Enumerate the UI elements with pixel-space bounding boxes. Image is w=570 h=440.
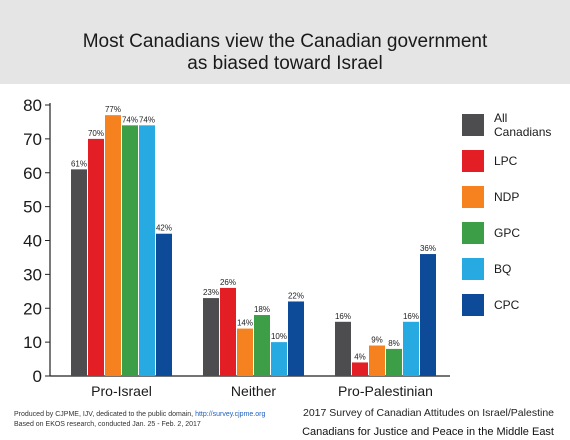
bar-data-label: 22% [288, 291, 304, 300]
title-band: Most Canadians view the Canadian governm… [0, 0, 570, 84]
legend-label: CPC [494, 298, 520, 312]
bar-data-label: 8% [388, 339, 400, 348]
legend-label: LPC [494, 154, 518, 168]
y-tick-label: 50 [23, 198, 42, 217]
bar [352, 362, 368, 376]
x-category-label: Pro-Israel [91, 383, 152, 399]
bar [386, 348, 402, 376]
bar [288, 301, 304, 376]
x-category-label: Neither [231, 383, 276, 399]
y-tick-label: 60 [23, 164, 42, 183]
y-tick-label: 40 [23, 232, 42, 251]
bar-data-label: 9% [371, 336, 383, 345]
footer-credits: Produced by CJPME, IJV, dedicated to the… [14, 410, 265, 430]
bar [88, 138, 104, 376]
bar-data-label: 4% [354, 352, 366, 361]
bar [420, 254, 436, 376]
chart-title-line2: as biased toward Israel [187, 53, 383, 74]
bar-data-label: 36% [420, 244, 436, 253]
legend-label: Canadians [494, 125, 551, 139]
bar [156, 233, 172, 376]
footer-credit-line2: Based on EKOS research, conducted Jan. 2… [14, 421, 201, 428]
bar [220, 287, 236, 376]
legend-swatch [462, 114, 484, 136]
bar [71, 169, 87, 376]
footer-credit-text: Produced by CJPME, IJV, dedicated to the… [14, 411, 196, 418]
y-tick-label: 30 [23, 265, 42, 284]
y-tick-label: 80 [23, 96, 42, 115]
bar-data-label: 18% [254, 305, 270, 314]
y-tick-label: 0 [33, 367, 42, 386]
y-tick-label: 20 [23, 299, 42, 318]
legend-swatch [462, 258, 484, 280]
legend-swatch [462, 186, 484, 208]
legend-swatch [462, 222, 484, 244]
legend-swatch [462, 294, 484, 316]
legend-swatch [462, 150, 484, 172]
bar-data-label: 14% [237, 319, 253, 328]
bar [369, 345, 385, 376]
bar-data-label: 61% [71, 159, 87, 168]
bar [139, 125, 155, 376]
bar [237, 328, 253, 376]
bar-data-label: 42% [156, 224, 172, 233]
survey-link[interactable]: http://survey.cjpme.org [195, 411, 266, 418]
legend-label: NDP [494, 190, 519, 204]
legend-label: GPC [494, 226, 520, 240]
y-tick-label: 10 [23, 333, 42, 352]
legend-label: BQ [494, 262, 511, 276]
legend-label: All [494, 111, 507, 125]
bar-data-label: 16% [335, 312, 351, 321]
organization-name: Canadians for Justice and Peace in the M… [302, 426, 554, 438]
bar [254, 315, 270, 376]
bar-data-label: 23% [203, 288, 219, 297]
bar [271, 342, 287, 376]
footer-credit-line1: Produced by CJPME, IJV, dedicated to the… [14, 410, 265, 420]
bar [203, 298, 219, 376]
bar [335, 321, 351, 376]
bar [122, 125, 138, 376]
bar-data-label: 74% [139, 115, 155, 124]
y-tick-label: 70 [23, 130, 42, 149]
bar-data-label: 70% [88, 129, 104, 138]
bar-data-label: 26% [220, 278, 236, 287]
survey-name: 2017 Survey of Canadian Attitudes on Isr… [303, 407, 554, 419]
bar [403, 321, 419, 376]
bar-data-label: 74% [122, 115, 138, 124]
chart-title: Most Canadians view the Canadian governm… [82, 31, 488, 52]
bar-data-label: 16% [403, 312, 419, 321]
bar-data-label: 10% [271, 332, 287, 341]
x-category-label: Pro-Palestinian [338, 383, 433, 399]
bar-data-label: 77% [105, 105, 121, 114]
bar [105, 115, 121, 376]
